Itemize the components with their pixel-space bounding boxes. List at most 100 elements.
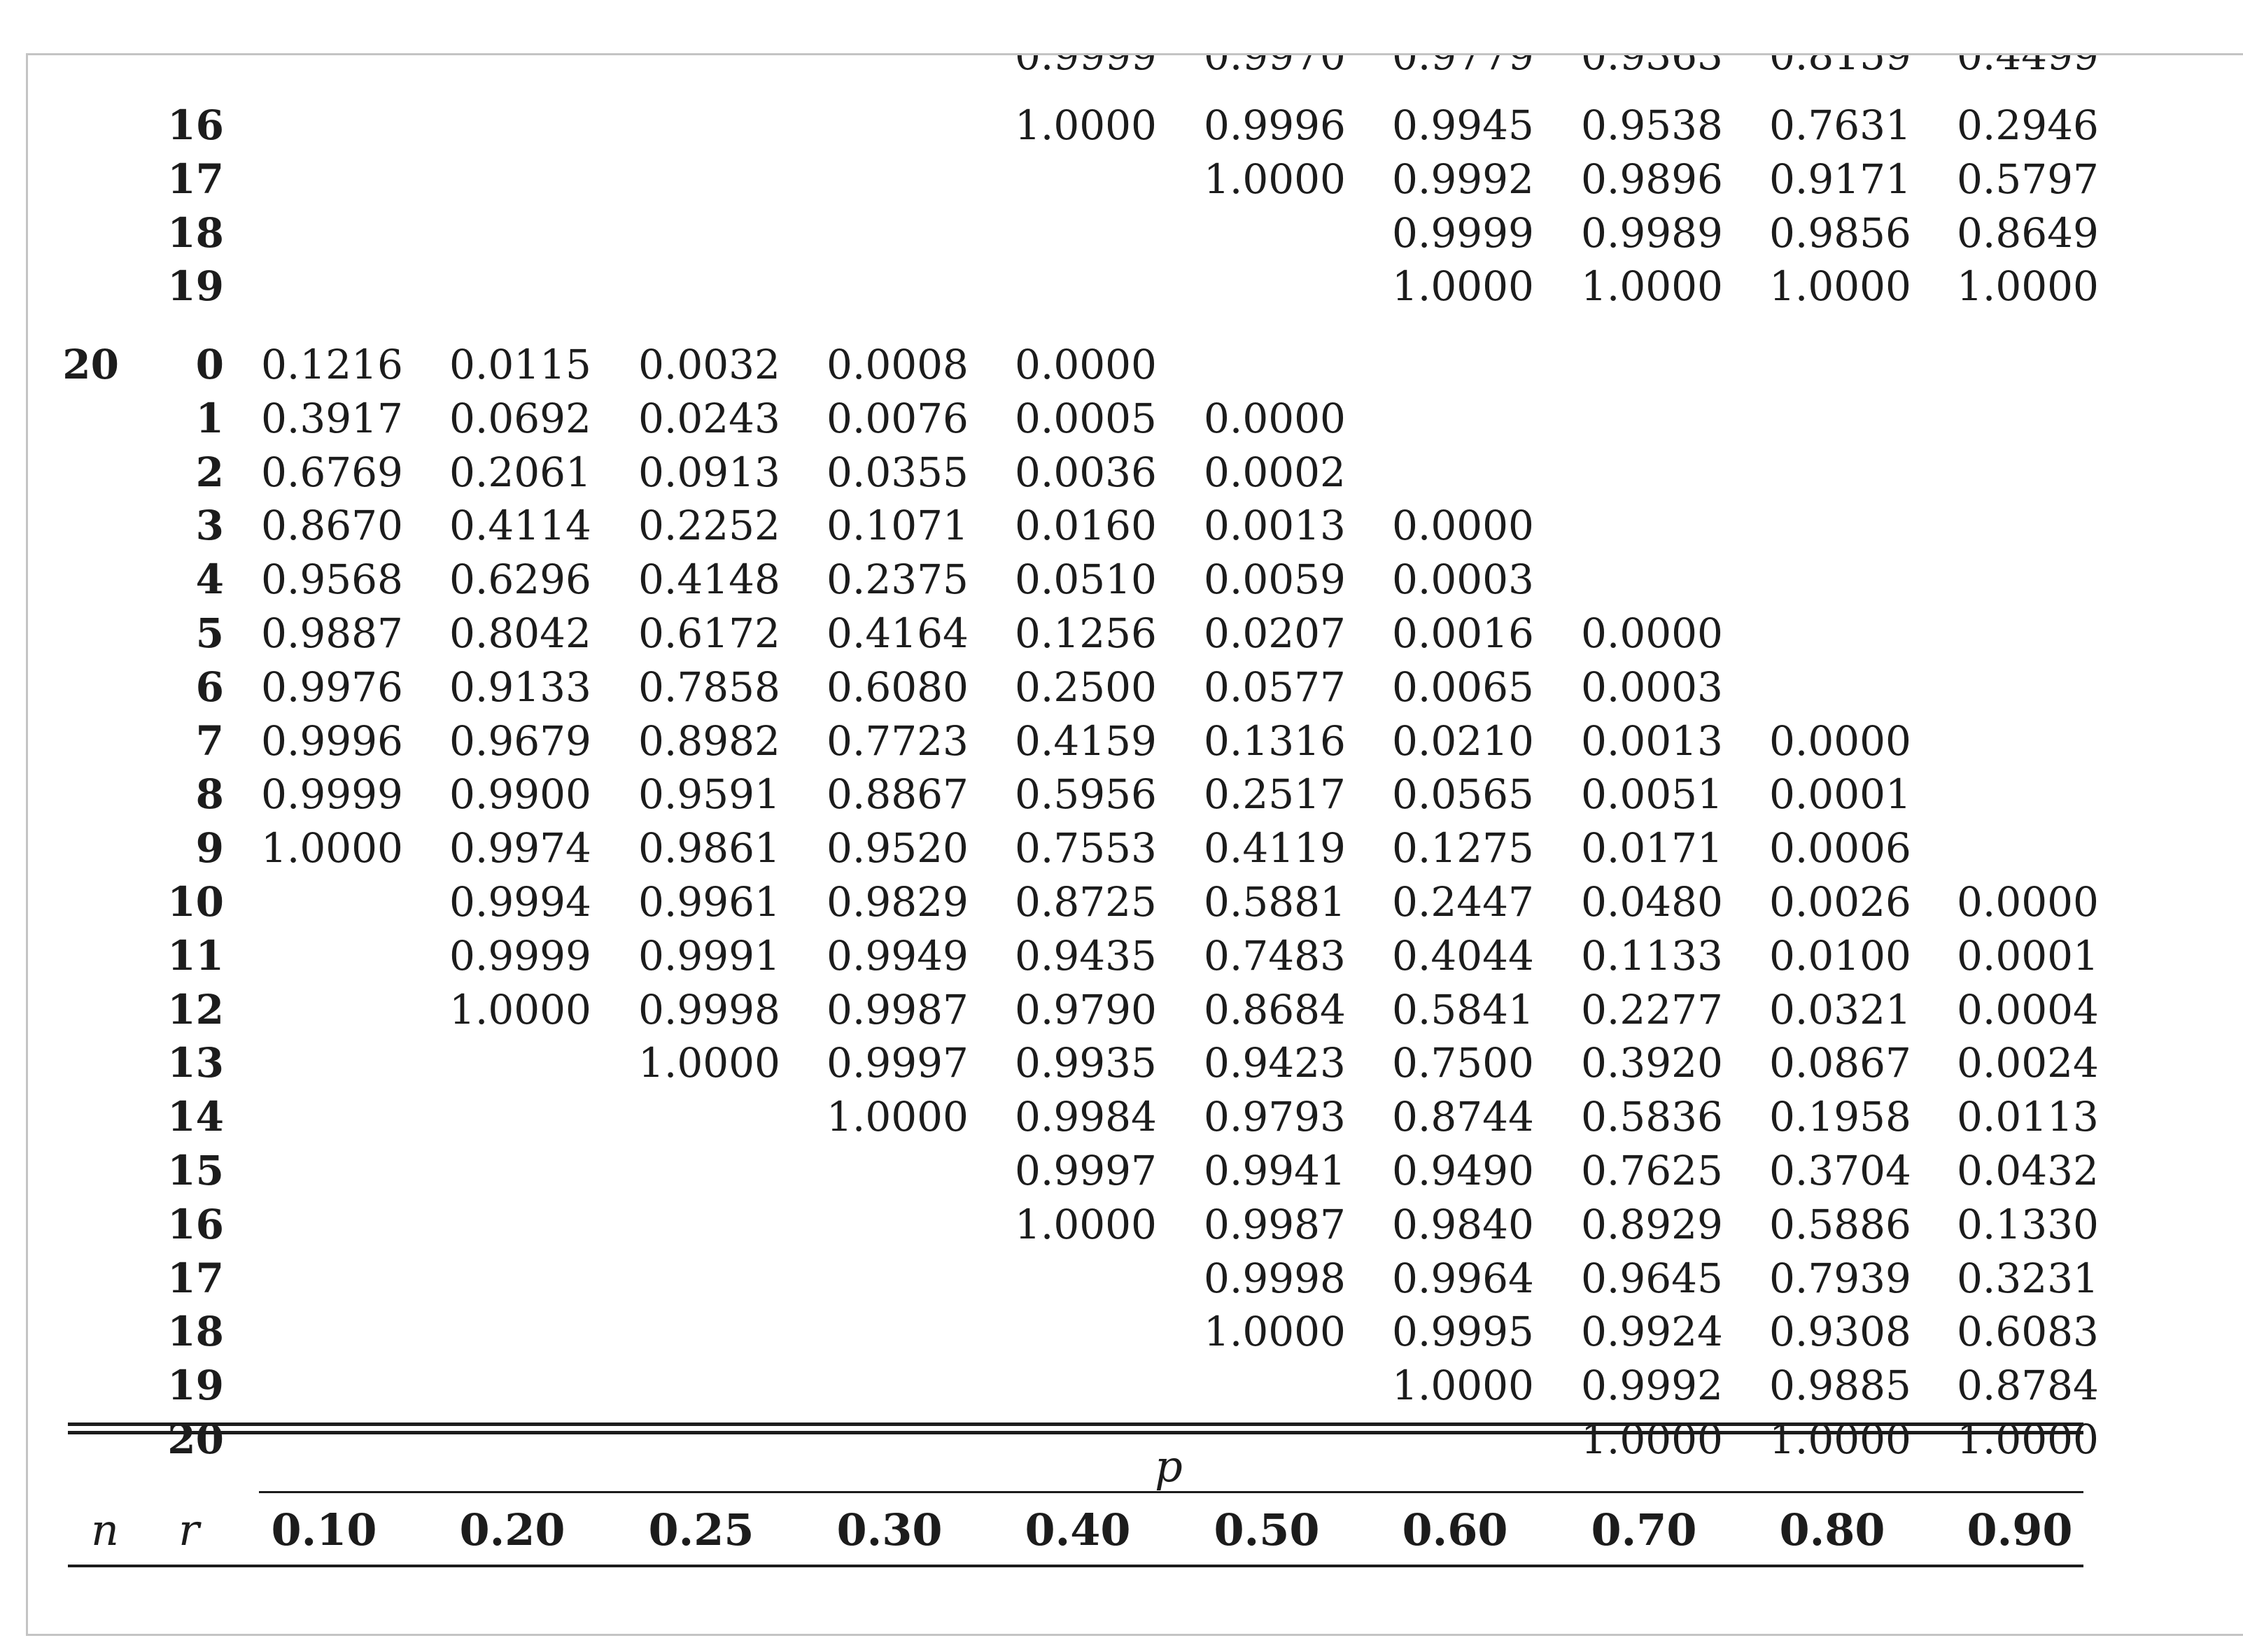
table-cell: 0.8684 [1204,985,1346,1033]
table-cell: 0.0480 [1581,878,1723,926]
r-value: 4 [195,556,224,604]
table-cell: 0.9435 [1015,931,1157,980]
table-cell: 0.9974 [449,824,591,873]
table-cell: 0.6296 [449,556,591,604]
table-cell: 1.0000 [1769,262,1911,311]
table-cell: 1.0000 [1015,101,1157,149]
table-cell: 0.9308 [1769,1308,1911,1356]
table-cell: 0.9999 [449,931,591,980]
double-rule-top [68,1422,2083,1426]
table-cell: 0.9423 [1204,1039,1346,1087]
table-cell: 0.9987 [827,985,969,1033]
r-value: 13 [167,1039,224,1087]
table-cell: 0.9645 [1581,1254,1723,1302]
r-value: 12 [167,985,224,1033]
table-cell: 0.3704 [1769,1147,1911,1194]
p-column-header: 0.80 [1779,1504,1885,1555]
table-cell: 0.7553 [1015,824,1157,873]
table-cell: 0.9992 [1392,155,1534,203]
table-row: 16 1.0000 0.9987 0.9840 0.8929 0.5886 0.1330 [28,1198,2243,1251]
p-label: p [1155,1441,1183,1492]
r-value: 18 [167,209,224,257]
table-cell: 1.0000 [1392,262,1534,311]
table-cell: 0.9856 [1769,209,1911,257]
table-cell: 0.9520 [827,824,969,873]
table-cell: 0.2447 [1392,878,1534,926]
table-cell: 0.0024 [1957,1039,2099,1087]
table-cell: 0.9991 [638,931,780,980]
table-cell: 0.0051 [1581,770,1723,819]
binomial-table-page: 0.9999 0.9970 0.9779 0.9363 0.8159 0.4499 16 1… [26,53,2243,1636]
r-value: 20 [167,1416,224,1463]
r-value: 6 [195,663,224,711]
cut-row-cell: 0.9970 [1204,53,1346,79]
table-cell: 0.9900 [449,770,591,819]
table-cell: 0.0913 [638,448,780,496]
table-cell: 0.0210 [1392,716,1534,765]
table-cell: 0.2252 [638,502,780,550]
r-value: 11 [167,931,224,980]
table-cell: 0.2061 [449,448,591,496]
table-row: 18 0.9999 0.9989 0.9856 0.8649 [28,206,2243,260]
table-cell: 0.9964 [1392,1254,1534,1302]
table-row: 16 1.0000 0.9996 0.9945 0.9538 0.7631 0.2946 [28,99,2243,152]
table-cell: 0.0577 [1204,663,1346,711]
table-cell: 0.9992 [1581,1362,1723,1410]
cut-row-cell: 0.9363 [1581,53,1723,79]
table-cell: 0.9568 [261,556,403,604]
table-cell: 0.9984 [1015,1093,1157,1141]
table-cell: 0.1256 [1015,609,1157,657]
table-cell: 0.0000 [1204,394,1346,442]
table-cell: 0.0013 [1204,502,1346,550]
table-cell: 0.5881 [1204,878,1346,926]
table-row: 10 0.9994 0.9961 0.9829 0.8725 0.5881 0.2447 0.… [28,875,2243,929]
table-cell: 0.1216 [261,341,403,388]
table-row: 11 0.9999 0.9991 0.9949 0.9435 0.7483 0.4044 0.… [28,929,2243,982]
table-cell: 0.7500 [1392,1039,1534,1087]
table-cell: 0.0432 [1957,1147,2099,1194]
table-cell: 0.4044 [1392,931,1534,980]
table-cell: 0.3231 [1957,1254,2099,1302]
table-cell: 0.9790 [1015,985,1157,1033]
table-cell: 0.7483 [1204,931,1346,980]
r-value: 18 [167,1308,224,1356]
table-cell: 1.0000 [1015,1200,1157,1248]
table-cell: 0.0013 [1581,716,1723,765]
table-cell: 0.1071 [827,502,969,550]
table-cell: 0.8744 [1392,1093,1534,1141]
p-column-header: 0.50 [1214,1504,1320,1555]
table-cell: 0.9924 [1581,1308,1723,1356]
table-cell: 0.9935 [1015,1039,1157,1087]
r-value: 17 [167,155,224,203]
table-cell: 0.5956 [1015,770,1157,819]
table-cell: 0.9999 [1392,209,1534,257]
table-cell: 0.9995 [1392,1308,1534,1356]
p-column-header: 0.40 [1025,1504,1131,1555]
table-cell: 0.4148 [638,556,780,604]
table-cell: 0.9941 [1204,1147,1346,1194]
table-cell: 0.0207 [1204,609,1346,657]
table-row: 1 0.3917 0.0692 0.0243 0.0076 0.0005 0.0000 [28,392,2243,445]
table-cell: 0.0510 [1015,556,1157,604]
table-cell: 1.0000 [1392,1362,1534,1410]
table-row: 4 0.9568 0.6296 0.4148 0.2375 0.0510 0.0059 0.0… [28,553,2243,606]
table-cell: 0.8725 [1015,878,1157,926]
table-cell: 0.8784 [1957,1362,2099,1410]
r-value: 19 [167,262,224,311]
table-cell: 0.2375 [827,556,969,604]
cut-off-row: 0.9999 0.9970 0.9779 0.9363 0.8159 0.4499 [28,53,2243,79]
table-cell: 0.9998 [638,985,780,1033]
table-cell: 0.9171 [1769,155,1911,203]
table-cell: 0.0003 [1581,663,1723,711]
table-cell: 0.4114 [449,502,591,550]
table-cell: 0.8867 [827,770,969,819]
r-value: 15 [167,1147,224,1194]
table-cell: 0.9996 [1204,101,1346,149]
table-cell: 0.0113 [1957,1093,2099,1141]
table-cell: 0.9997 [1015,1147,1157,1194]
table-row: 20 1.0000 1.0000 1.0000 [28,1413,2243,1466]
p-column-header: 0.10 [271,1504,377,1555]
table-cell: 0.6769 [261,448,403,496]
table-row: 17 1.0000 0.9992 0.9896 0.9171 0.5797 [28,153,2243,206]
r-value: 16 [167,101,224,149]
